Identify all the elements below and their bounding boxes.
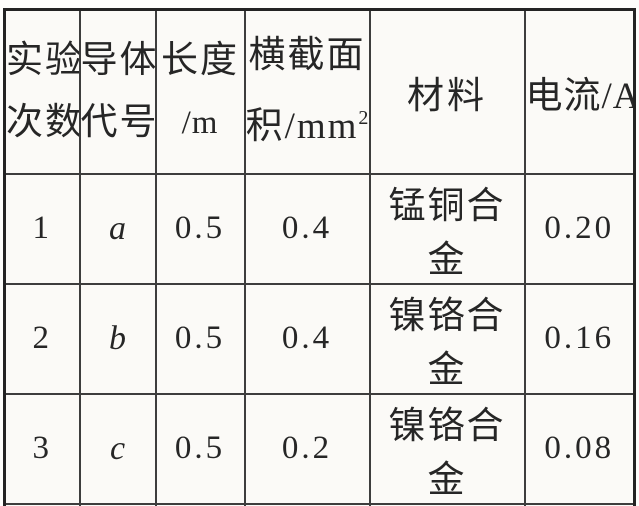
header-cross-section-area: 横截面 积/mm2 — [243, 8, 371, 175]
header-length: 长度 /m — [154, 8, 246, 175]
cell-area: 0.4 — [243, 282, 371, 395]
header-area-unit-exponent: 2 — [358, 107, 369, 130]
cell-area: 0.4 — [243, 172, 371, 285]
cell-experiment-number: 3 — [3, 392, 81, 505]
header-current: 电流/A — [523, 8, 636, 175]
header-row: 实验 次数 导体 代号 长度 /m 横截面 积/mm2 材料 — [3, 8, 636, 175]
cell-current: 0.20 — [523, 172, 636, 285]
cell-conductor-code: c — [78, 392, 157, 505]
cell-current: 0.08 — [523, 392, 636, 505]
cell-material: 锰铜合金 — [368, 172, 526, 285]
cell-experiment-number: 2 — [3, 282, 81, 395]
cell-material: 镍铬合金 — [368, 502, 526, 506]
cell-area: 0.2 — [243, 392, 371, 505]
header-area-line1: 横截面 — [248, 35, 366, 77]
header-material-label: 材料 — [407, 75, 487, 117]
cell-length: 0.5 — [154, 282, 246, 395]
cell-length: 0.5 — [154, 392, 246, 505]
table-row: 3 c 0.5 0.2 镍铬合金 0.08 — [3, 392, 636, 505]
header-length-line1: 长度 — [161, 39, 239, 81]
header-material: 材料 — [368, 8, 526, 175]
table-row: 1 a 0.5 0.4 锰铜合金 0.20 — [3, 172, 636, 285]
header-experiment-number-line2: 次数 — [6, 101, 80, 143]
cell-current: 0.16 — [523, 282, 636, 395]
header-current-label: 电流/A — [525, 75, 635, 117]
header-conductor-code-line1: 导体 — [80, 39, 156, 81]
table-row: 2 b 0.5 0.4 镍铬合金 0.16 — [3, 282, 636, 395]
cell-area: 0.2 — [243, 502, 371, 506]
cell-conductor-code: b — [78, 282, 157, 395]
cell-length: 1.0 — [154, 502, 246, 506]
cell-material: 镍铬合金 — [368, 282, 526, 395]
header-area-unit-base: 积/mm — [245, 106, 359, 148]
cell-material: 镍铬合金 — [368, 392, 526, 505]
cell-experiment-number: 4 — [3, 502, 81, 506]
header-conductor-code-line2: 代号 — [80, 101, 156, 143]
cell-experiment-number: 1 — [3, 172, 81, 285]
table-row: 4 d 1.0 0.2 镍铬合金 0.04 — [3, 502, 636, 506]
experiment-data-table: 实验 次数 导体 代号 长度 /m 横截面 积/mm2 材料 — [3, 8, 636, 506]
header-area-unit: 积/mm2 — [245, 87, 369, 158]
cell-current: 0.04 — [523, 502, 636, 506]
header-conductor-code: 导体 代号 — [78, 8, 157, 175]
cell-length: 0.5 — [154, 172, 246, 285]
cell-conductor-code: d — [78, 502, 157, 506]
header-experiment-number-line1: 实验 — [6, 39, 80, 81]
header-experiment-number: 实验 次数 — [3, 8, 81, 175]
header-length-unit: /m — [181, 104, 219, 141]
cell-conductor-code: a — [78, 172, 157, 285]
